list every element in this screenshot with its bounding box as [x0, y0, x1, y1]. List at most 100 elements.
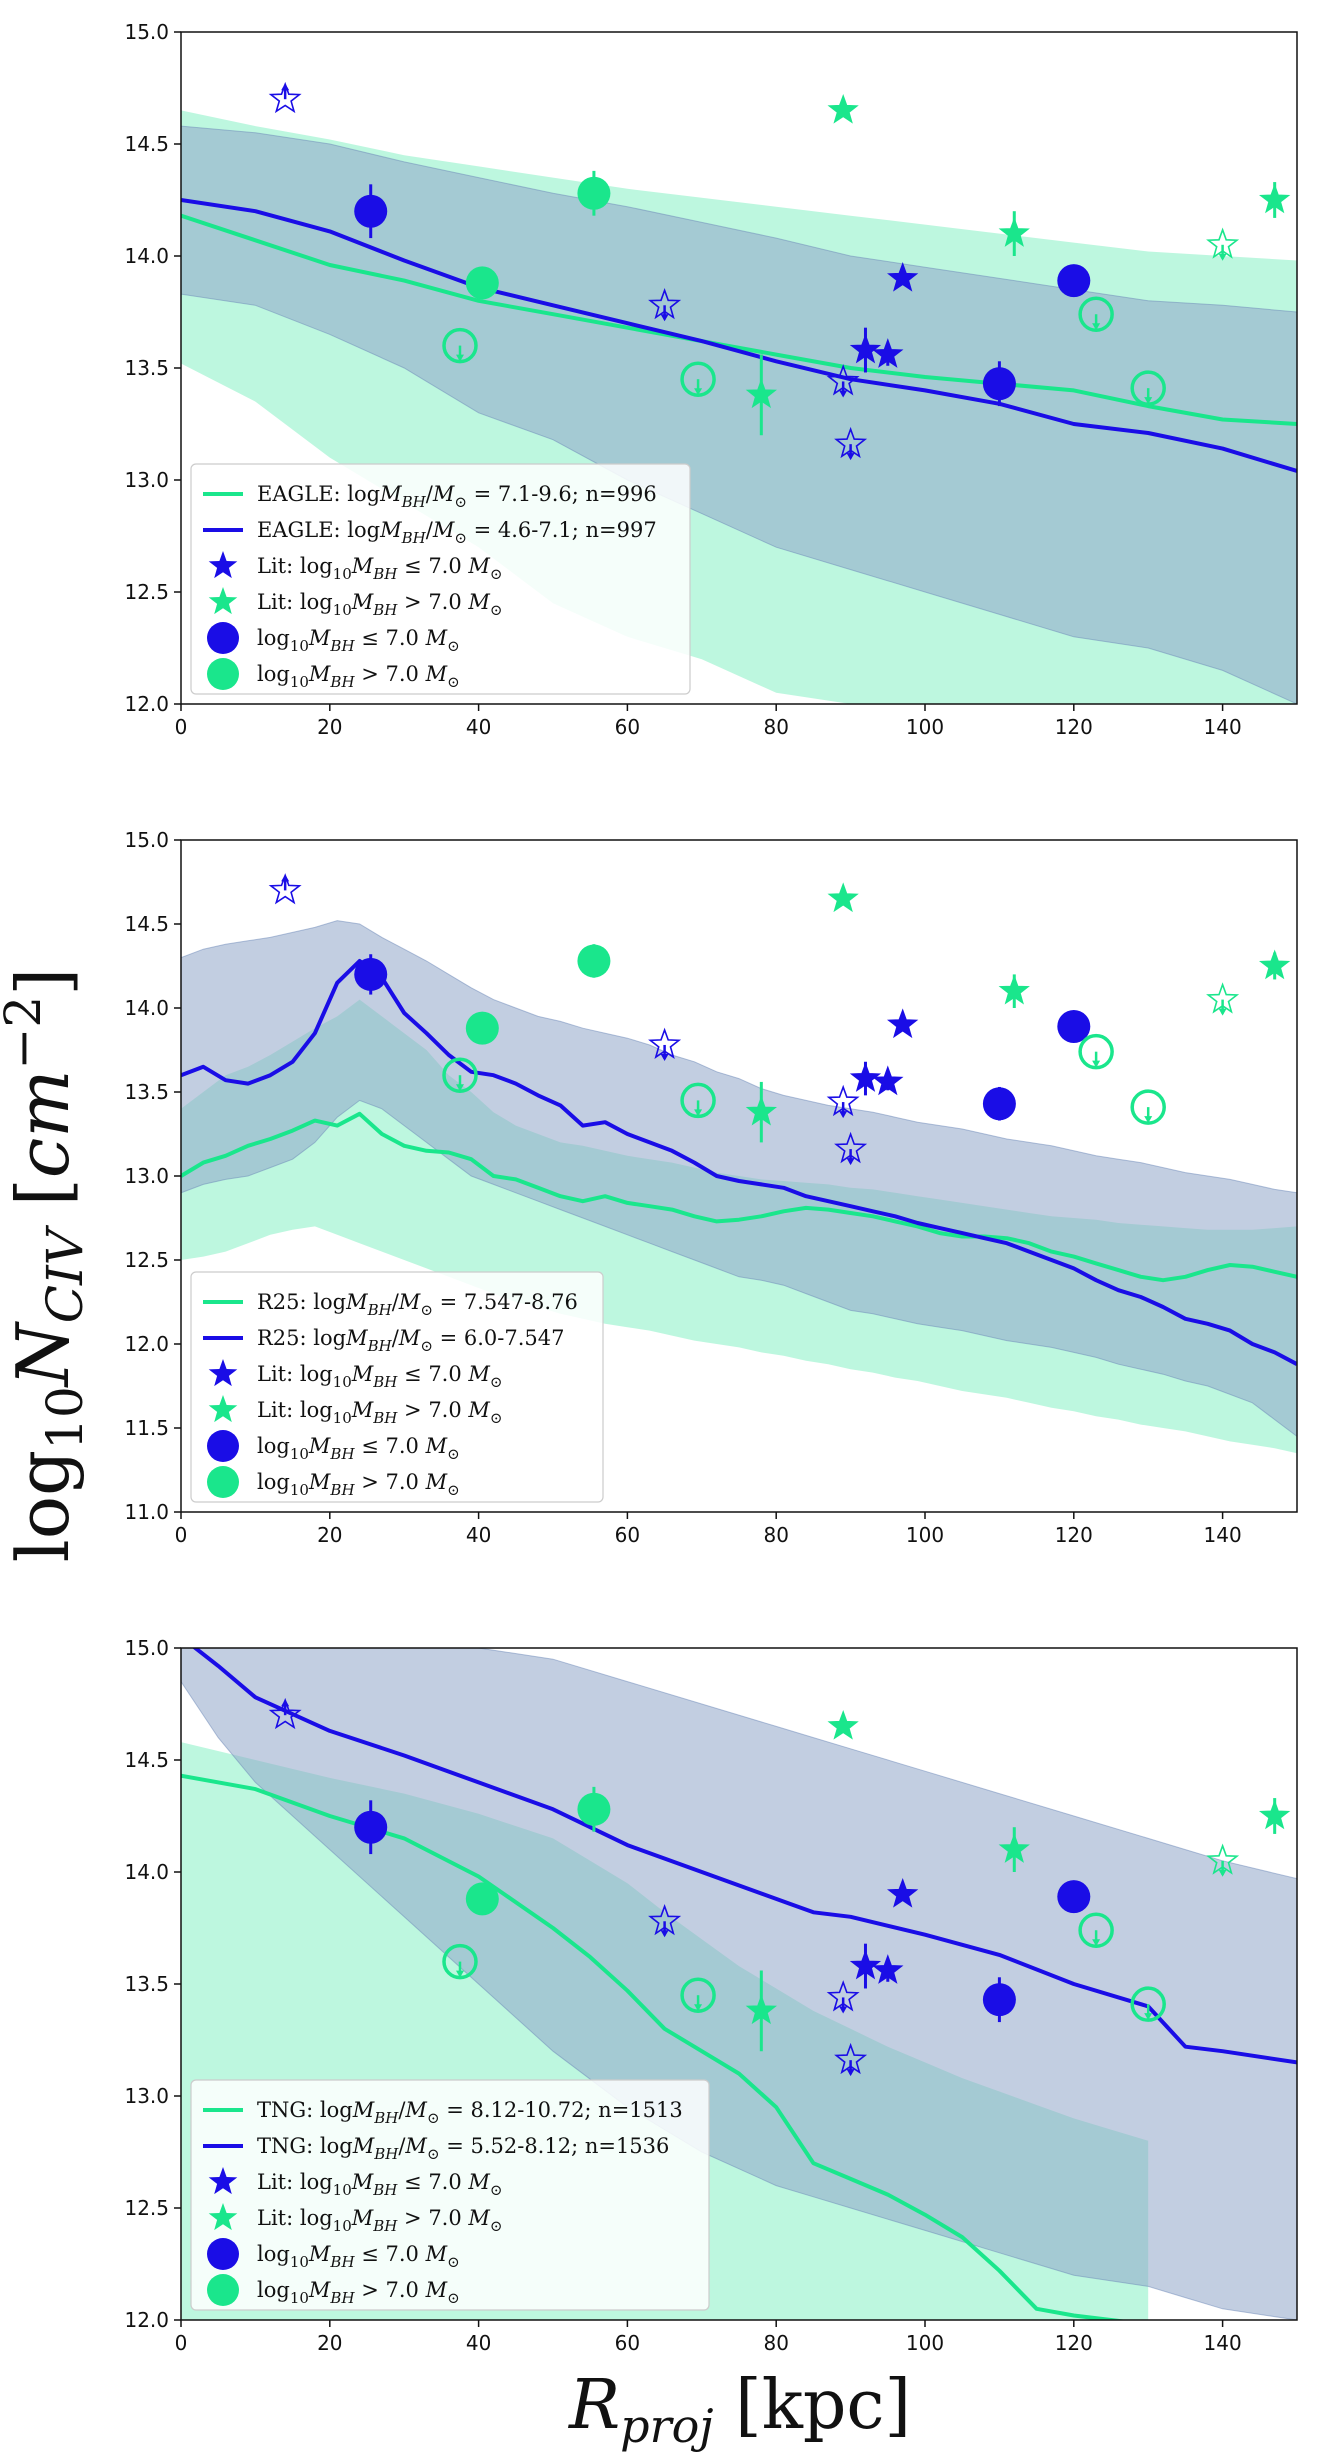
- legend-text-m: M: [352, 2098, 375, 2122]
- data-circle-low: [1057, 1009, 1091, 1043]
- legend-star-low: [208, 2167, 238, 2195]
- legend-label: TNG: logMBH/M⊙ = 5.52-8.12; n=1536: [257, 2134, 669, 2163]
- legend-text-sub: BH: [372, 565, 398, 583]
- y-axis-label-log: log: [1, 1450, 85, 1562]
- legend-text-slash: /: [398, 2134, 406, 2158]
- legend-text-sub10: 10: [333, 2181, 352, 2199]
- data-circle-low: [982, 367, 1016, 401]
- data-star-high: [827, 882, 859, 913]
- upper-limit-arrowhead: [846, 1158, 855, 1166]
- legend-text-sun: ⊙: [490, 565, 503, 583]
- y-tick-label: 12.0: [124, 1332, 169, 1356]
- legend-text-m: M: [351, 2206, 374, 2230]
- data-star-high: [827, 93, 859, 124]
- legend-text: Lit: log: [257, 1362, 333, 1386]
- data-star-high: [1259, 1799, 1291, 1830]
- legend-text-m2: M: [432, 518, 455, 542]
- legend-text: EAGLE: log: [257, 518, 380, 542]
- legend-text-sun: ⊙: [490, 1409, 503, 1427]
- legend-text-range: = 7.547-8.76: [433, 1290, 578, 1314]
- legend-text-sun: ⊙: [427, 2145, 440, 2163]
- legend-box: [190, 2079, 710, 2311]
- legend-text-cmp: > 7.0: [397, 1398, 468, 1422]
- legend-text-m2: M: [425, 1470, 448, 1494]
- legend-text-sun: ⊙: [490, 2217, 503, 2235]
- legend-text-sub: BH: [373, 2145, 399, 2163]
- data-circle-high: [577, 944, 611, 978]
- x-tick-label: 100: [906, 715, 944, 739]
- data-circle-low: [1057, 1880, 1091, 1914]
- legend-text-range: = 7.1-9.6; n=996: [467, 482, 657, 506]
- data-star-low: [268, 1697, 302, 1730]
- x-tick-label: 140: [1204, 2331, 1242, 2355]
- legend-text-m2: M: [404, 2134, 427, 2158]
- data-star-low: [849, 333, 882, 364]
- y-tick-label: 13.5: [124, 1972, 169, 1996]
- legend-text-sub10: 10: [290, 673, 309, 691]
- legend-text-m2: M: [467, 590, 490, 614]
- legend-text-sun: ⊙: [427, 2109, 440, 2127]
- legend-text-sub10: 10: [290, 1481, 309, 1499]
- y-tick-label: 14.0: [124, 996, 169, 1020]
- x-tick-label: 80: [763, 2331, 788, 2355]
- x-tick-label: 40: [466, 2331, 491, 2355]
- legend-text: Lit: log: [257, 554, 333, 578]
- legend-star-high: [208, 2203, 238, 2231]
- lower-limit-arrowhead: [281, 874, 290, 882]
- legend-label: log10MBH > 7.0 M⊙: [257, 1470, 460, 1499]
- legend-text-m: M: [308, 626, 331, 650]
- legend-text-sub10: 10: [290, 2289, 309, 2307]
- data-star-high: [998, 217, 1030, 247]
- data-star-high: [745, 1095, 777, 1126]
- legend-text-m: M: [308, 1434, 331, 1458]
- legend-text-m2: M: [425, 662, 448, 686]
- legend-text-sun: ⊙: [420, 1337, 433, 1355]
- legend-text-sub10: 10: [333, 565, 352, 583]
- data-star-low: [887, 261, 919, 292]
- upper-limit-arrowhead: [456, 354, 464, 362]
- legend-text-sun: ⊙: [447, 673, 460, 691]
- band-low: [181, 125, 1297, 704]
- legend-label: R25: logMBH/M⊙ = 7.547-8.76: [257, 1290, 578, 1319]
- legend-text-sub10: 10: [333, 1409, 352, 1427]
- legend-text-m2: M: [467, 554, 490, 578]
- legend-text-sun: ⊙: [420, 1301, 433, 1319]
- y-axis-label: log10NCIV [cm−2]: [0, 968, 94, 1563]
- legend-text-sub: BH: [372, 2217, 398, 2235]
- x-tick-label: 0: [175, 2331, 188, 2355]
- x-tick-label: 60: [615, 715, 640, 739]
- x-tick-label: 20: [317, 1523, 342, 1547]
- legend-text-m: M: [345, 1326, 368, 1350]
- x-tick-label: 80: [763, 715, 788, 739]
- legend-text-m: M: [379, 518, 402, 542]
- upper-limit-arrowhead: [1218, 1008, 1227, 1016]
- legend-text-m2: M: [398, 1326, 421, 1350]
- legend-text-slash: /: [398, 2098, 406, 2122]
- y-tick-label: 14.0: [124, 244, 169, 268]
- legend-text-range: = 5.52-8.12; n=1536: [440, 2134, 670, 2158]
- upper-limit-arrowhead: [1218, 253, 1227, 261]
- legend-text-sun: ⊙: [454, 529, 467, 547]
- legend-text-sub: BH: [329, 1445, 355, 1463]
- legend-text-range: = 8.12-10.72; n=1513: [440, 2098, 683, 2122]
- legend-text-sub: BH: [372, 601, 398, 619]
- data-star-high: [998, 974, 1030, 1005]
- legend-text-m: M: [352, 2134, 375, 2158]
- legend-text-slash: /: [426, 482, 434, 506]
- upper-limit-arrowhead: [660, 314, 669, 322]
- legend-text-m: M: [345, 1290, 368, 1314]
- x-axis-label-proj: proj: [620, 2399, 713, 2453]
- legend-label: EAGLE: logMBH/M⊙ = 4.6-7.1; n=997: [257, 518, 657, 547]
- y-axis-label-units: [: [1, 1178, 85, 1229]
- upper-limit-arrowhead: [839, 390, 848, 398]
- series-line-high: [181, 1773, 1128, 2320]
- y-axis-label-civ: CIV: [36, 1224, 94, 1323]
- legend-text-cmp: ≤ 7.0: [355, 1434, 426, 1458]
- x-tick-label: 60: [615, 1523, 640, 1547]
- legend-text-sub: BH: [329, 2253, 355, 2271]
- y-tick-label: 14.5: [124, 912, 169, 936]
- legend-text-sun: ⊙: [447, 637, 460, 655]
- legend-text-m2: M: [467, 1398, 490, 1422]
- x-tick-label: 20: [317, 715, 342, 739]
